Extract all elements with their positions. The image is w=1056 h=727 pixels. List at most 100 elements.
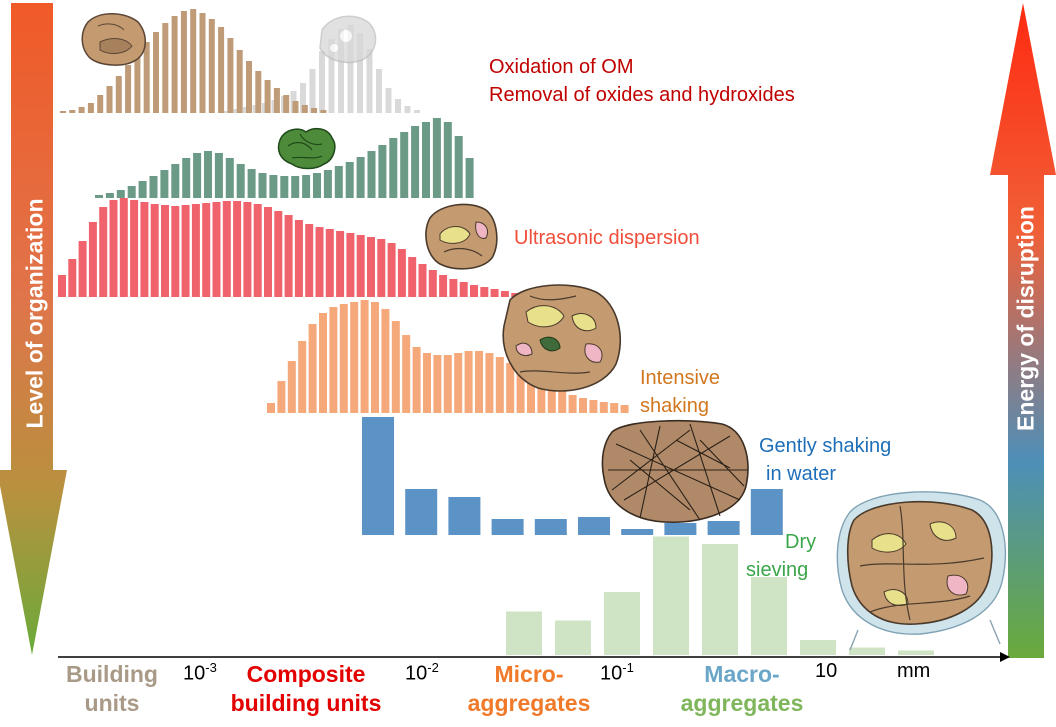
ultrasonic_green-bar (160, 170, 169, 198)
intensive-bar (350, 302, 359, 413)
intensive-bar (329, 307, 338, 413)
ultrasonic-bar (470, 285, 478, 297)
ultrasonic-bar (377, 239, 386, 297)
ultrasonic_green-bar (291, 176, 300, 198)
ultrasonic-bar (99, 207, 108, 297)
intensive-bar (443, 355, 452, 413)
oxidation-ghost-bar (414, 110, 420, 113)
ultrasonic_green-bar (422, 122, 430, 198)
gently-label-line2: in water (766, 463, 837, 485)
ultrasonic_green-bar (149, 176, 158, 198)
ultrasonic_green-bar (280, 176, 289, 198)
ultrasonic_green-bar (95, 195, 103, 198)
intensive-bar (433, 355, 442, 413)
macro-aggregate-icon (836, 491, 1007, 651)
intensive-bar (568, 395, 577, 413)
ultrasonic_green-bar (193, 153, 202, 198)
ultrasonic-bar (191, 204, 200, 297)
ultrasonic-bar (315, 227, 324, 297)
oxidation-bar (143, 42, 150, 113)
intensive-label-line2: shaking (640, 395, 709, 417)
intensive-bar (412, 347, 421, 413)
oxidation-ghost-bar (233, 109, 240, 113)
intensive-bar (423, 353, 431, 413)
oxidation-bar (78, 107, 85, 113)
gently-bar (750, 489, 783, 535)
oxidation-bar (255, 71, 262, 113)
ultrasonic-bar (274, 211, 283, 297)
ultrasonic-bar (253, 204, 262, 297)
oxidation-bar (162, 23, 169, 113)
oxidation-ghost-bar (404, 106, 411, 113)
oxidation-ghost-bar (376, 69, 382, 113)
dry-bar (702, 544, 738, 655)
ultrasonic_green-bar (345, 162, 354, 198)
ultrasonic_green-bar (236, 164, 245, 198)
intensive-bar (558, 391, 567, 413)
oxidation-label-line2: Removal of oxides and hydroxides (489, 84, 795, 106)
ultrasonic-bar (119, 198, 128, 297)
oxidation-bar (208, 19, 215, 113)
ultrasonic_green-bar (204, 151, 212, 198)
oxidation-bar (320, 110, 327, 113)
intensive-bar (371, 302, 379, 413)
dry-bar (604, 592, 640, 655)
oxidation-bar (134, 53, 141, 113)
category-composite-building-units: Composite building units (230, 661, 382, 716)
ultrasonic_green-bar (465, 158, 474, 198)
intensive-bar (464, 351, 473, 413)
intensive-bar (599, 402, 608, 413)
gently-bar (621, 529, 654, 535)
ultrasonic_green-bar (214, 153, 223, 198)
oxidation-bar (264, 80, 271, 113)
intensive-bar (527, 376, 535, 413)
ultrasonic-bar (171, 206, 180, 297)
ultrasonic_green-bar (443, 122, 452, 198)
dry-bar (555, 620, 591, 655)
ultrasonic-bar (397, 249, 406, 297)
oxidation-bar (171, 16, 178, 113)
oxidation-bar (311, 108, 318, 113)
oxidation-ghost-bar (319, 51, 325, 113)
oxidation-bar (190, 9, 197, 113)
ultrasonic-bar (181, 205, 190, 297)
gently-bar (448, 497, 481, 535)
gently-bar (405, 489, 438, 535)
ultrasonic-bar (500, 291, 509, 297)
intensive-bar (610, 403, 619, 413)
oxidation-bar (227, 38, 234, 113)
intensive-bar (277, 381, 286, 413)
ultrasonic-bar (367, 237, 375, 297)
left-axis-arrow (0, 3, 67, 655)
ultrasonic-bar (459, 282, 468, 297)
ultrasonic_green-bar (389, 138, 398, 198)
ultrasonic-bar (418, 264, 427, 297)
oxidation-ghost-bar (309, 69, 316, 113)
ultrasonic-bar (243, 202, 252, 297)
ultrasonic-bar (109, 200, 118, 297)
ultrasonic-bar (284, 215, 293, 297)
oxidation-bar (218, 27, 225, 113)
oxidation-ghost-bar (224, 111, 230, 113)
dry-bar (751, 577, 787, 655)
gently-bar (664, 523, 697, 535)
ultrasonic_green-bar (138, 181, 147, 198)
intensive-label-line1: Intensive (640, 367, 721, 389)
oxidation-bar (87, 103, 94, 113)
category-building-units: Building units (66, 661, 158, 716)
ultrasonic_green-bar (367, 151, 376, 198)
ultrasonic-bar (130, 200, 139, 297)
gently-bar (707, 521, 740, 535)
ultrasonic-bar (212, 202, 221, 297)
intensive-bar (589, 400, 598, 413)
oxidation-ghost-bar (366, 49, 373, 113)
ultrasonic-bar (150, 204, 159, 297)
tick-1e-3: 10-3 (183, 660, 217, 685)
ultrasonic-bar (449, 279, 458, 297)
gently-bar (491, 519, 524, 535)
oxidized-ghost-aggregate-icon (319, 15, 377, 64)
ultrasonic-bar (78, 241, 87, 297)
oxidation-ghost-bar (338, 29, 344, 113)
ultrasonic_green-bar (334, 166, 343, 198)
